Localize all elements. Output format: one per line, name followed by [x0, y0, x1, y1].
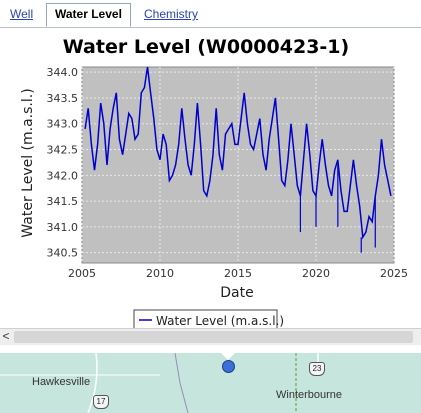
y-tick-label: 343.5: [47, 92, 79, 105]
y-tick-label: 342.5: [47, 144, 79, 157]
x-axis-ticks: 2005 2010 2015 2020 2025: [68, 267, 408, 280]
x-tick-label: 2015: [224, 267, 252, 280]
chart-panel: Water Level (W0000423-1) 340.5 341.0 341.5…: [0, 28, 421, 331]
well-location-marker-icon[interactable]: [222, 360, 235, 373]
y-tick-label: 342.0: [47, 169, 79, 182]
map-roads: [0, 353, 319, 413]
scrollbar-thumb[interactable]: [14, 331, 413, 343]
y-axis-label: Water Level (m.a.s.l.): [20, 88, 36, 237]
tab-water-level[interactable]: Water Level: [46, 3, 131, 27]
x-axis-label: Date: [220, 285, 253, 301]
legend-label: Water Level (m.a.s.l.): [156, 314, 284, 328]
tab-well[interactable]: Well: [10, 7, 34, 21]
chart-title: Water Level (W0000423-1): [63, 36, 349, 58]
water-level-series-line: [84, 66, 392, 240]
tab-bar: Well Water Level Chemistry: [0, 0, 421, 28]
scroll-left-arrow-icon[interactable]: <: [2, 329, 10, 343]
map-popup-pointer-icon: [220, 352, 236, 360]
y-tick-label: 344.0: [47, 66, 79, 79]
map-place-winterbourne: Winterbourne: [276, 389, 343, 401]
route-17-shield-icon: 17: [93, 395, 109, 409]
x-tick-label: 2005: [68, 267, 96, 280]
x-tick-label: 2010: [146, 267, 174, 280]
map-view[interactable]: Hawkesville Winterbourne 17 23: [0, 353, 421, 413]
legend: Water Level (m.a.s.l.): [133, 309, 284, 330]
y-tick-label: 341.0: [47, 221, 79, 234]
y-tick-label: 343.0: [47, 118, 79, 131]
series-dips: [299, 159, 376, 253]
grid-lines: [81, 67, 395, 263]
route-23-shield-icon: 23: [309, 362, 325, 376]
map-place-hawkesville: Hawkesville: [32, 376, 91, 388]
x-tick-label: 2020: [302, 267, 330, 280]
y-tick-label: 341.5: [47, 195, 79, 208]
x-tick-label: 2025: [380, 267, 408, 280]
water-level-chart: Water Level (W0000423-1) 340.5 341.0 341.5…: [20, 36, 408, 330]
y-axis-ticks: 340.5 341.0 341.5 342.0 342.5 343.0 343.5 344.0: [47, 66, 79, 260]
y-tick-label: 340.5: [47, 247, 79, 260]
tab-chemistry[interactable]: Chemistry: [144, 7, 199, 21]
horizontal-scrollbar[interactable]: <: [0, 328, 421, 345]
